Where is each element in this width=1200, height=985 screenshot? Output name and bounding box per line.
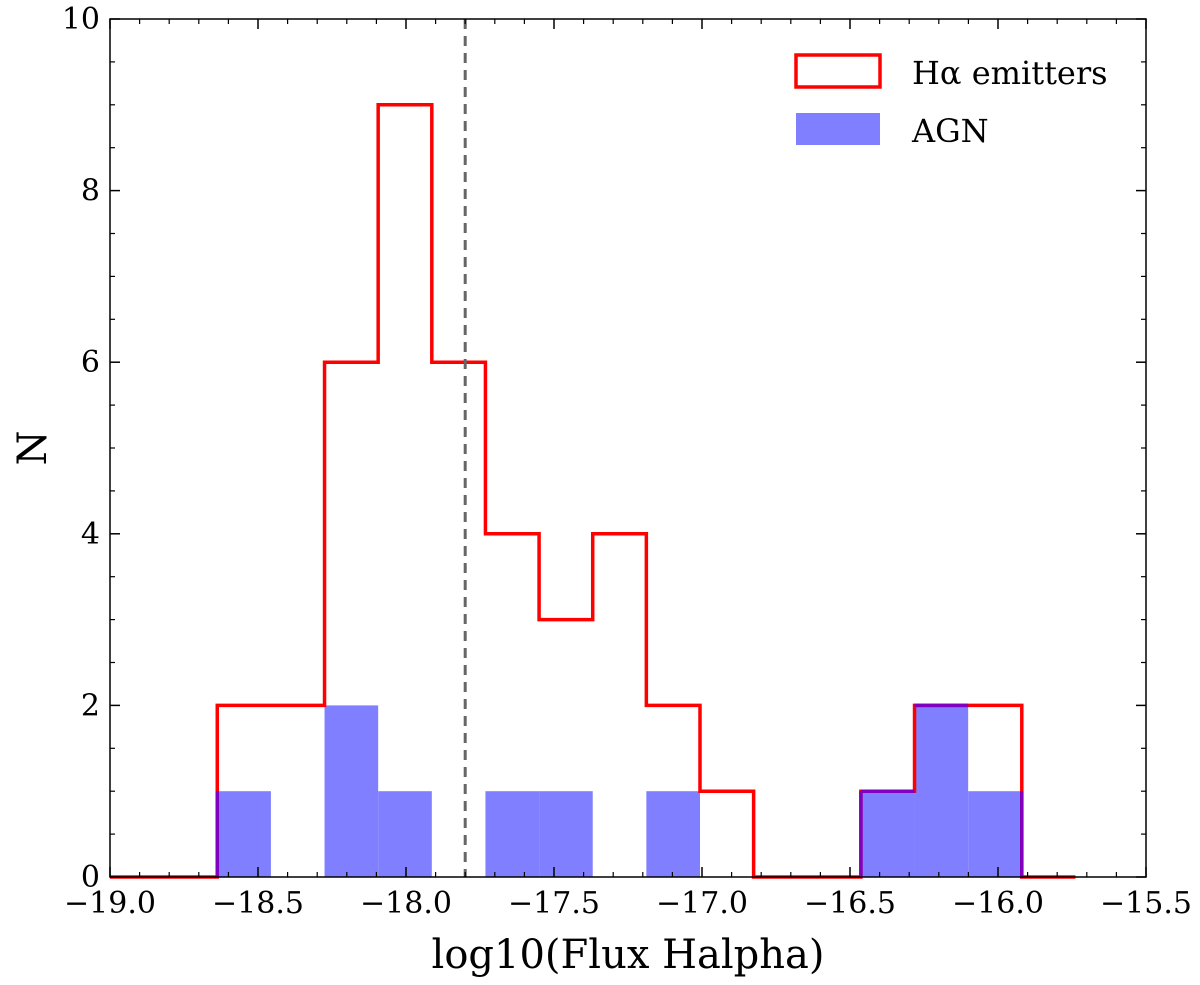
agn-bar [324,705,379,877]
y-tick-label: 4 [81,517,100,552]
y-axis-label: N [10,431,56,466]
x-axis-label: log10(Flux Halpha) [432,932,825,978]
legend-label-agn: AGN [911,112,989,150]
agn-bar [860,791,915,877]
agn-bar [968,791,1022,877]
x-tick-label: −18.0 [360,886,452,921]
agn-bar [378,791,432,877]
agn-bar [217,791,271,877]
plot-frame [109,18,1147,878]
y-tick-label: 8 [81,174,100,209]
y-tick-label: 2 [81,688,100,723]
agn-bar [539,791,593,877]
legend-swatch-h-alpha [794,53,882,89]
agn-bar [646,791,700,877]
x-tick-label: −15.5 [1100,886,1192,921]
y-tick-label: 0 [81,860,100,895]
agn-bar [485,791,540,877]
x-tick-label: −16.5 [804,886,896,921]
tick-labels: −19.0 −18.5 −18.0 −17.5 −17.0 −16.5 −16.0 −15.5… [62,2,1192,921]
legend: Hα emitters AGN [794,53,1108,150]
x-tick-label: −18.5 [212,886,304,921]
legend-swatch-agn [796,113,880,145]
agn-bar [914,705,969,877]
x-tick-label: −17.5 [508,886,600,921]
agn-bars [217,705,1022,877]
x-tick-label: −17.0 [656,886,748,921]
y-tick-label: 6 [81,345,100,380]
x-tick-label: −16.0 [952,886,1044,921]
axis-ticks [109,18,1147,878]
y-tick-label: 10 [62,2,100,37]
h-alpha-emitters-step [110,103,1076,879]
x-tick-label: −19.0 [64,886,156,921]
legend-label-h-alpha: Hα emitters [912,54,1108,92]
